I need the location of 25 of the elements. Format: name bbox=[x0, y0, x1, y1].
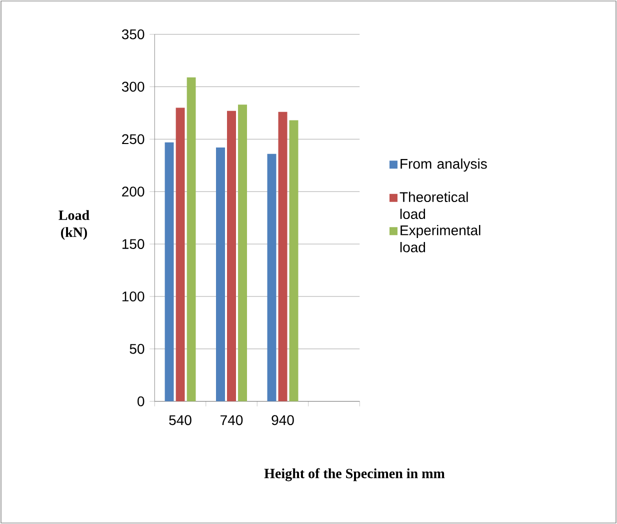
y-tick-label: 0 bbox=[138, 396, 144, 406]
bar bbox=[176, 108, 185, 402]
bar bbox=[186, 77, 196, 402]
bar bbox=[238, 104, 248, 402]
y-tick-label: 200 bbox=[122, 186, 144, 197]
legend-label: Theoretical load bbox=[400, 192, 468, 220]
y-tick-label: 50 bbox=[130, 344, 144, 354]
legend-label: From analysis bbox=[400, 158, 487, 172]
x-tick-label: 740 bbox=[220, 415, 243, 426]
bar bbox=[164, 142, 174, 402]
x-axis-title: Height of the Specimen in mm bbox=[264, 468, 445, 482]
bar bbox=[278, 112, 288, 402]
y-tick-label: 350 bbox=[122, 29, 144, 40]
bar bbox=[267, 154, 276, 402]
bar bbox=[216, 148, 226, 402]
x-tick-label: 940 bbox=[272, 415, 294, 426]
x-tick-label: 540 bbox=[169, 415, 192, 426]
y-tick-label: 100 bbox=[122, 291, 144, 302]
y-tick-label: 300 bbox=[122, 82, 144, 92]
legend-label: Experimental load bbox=[400, 225, 480, 252]
y-tick-label: 150 bbox=[122, 239, 144, 249]
bar bbox=[289, 120, 298, 402]
y-tick-label: 250 bbox=[122, 134, 144, 144]
y-axis-title: Load (kN) bbox=[58, 210, 90, 240]
bar bbox=[227, 110, 236, 402]
